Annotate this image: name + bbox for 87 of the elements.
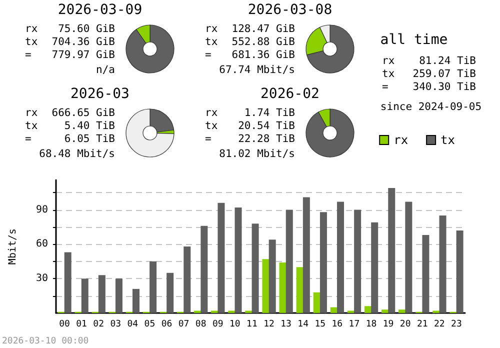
bar bbox=[268, 240, 276, 313]
text: rx 128.47 GiB bbox=[205, 23, 295, 35]
x-tick-label: 06 bbox=[161, 320, 172, 330]
bar bbox=[184, 246, 191, 313]
text: tx 704.36 GiB bbox=[25, 36, 115, 48]
text: 2026-03-10 00:00 bbox=[2, 336, 89, 346]
text: tx 552.88 GiB bbox=[205, 36, 295, 48]
x-tick-label: 02 bbox=[93, 320, 104, 330]
bar bbox=[354, 210, 362, 313]
x-tick-label: 04 bbox=[127, 320, 138, 330]
bar bbox=[337, 202, 344, 313]
bar bbox=[405, 202, 412, 313]
text: all time bbox=[379, 32, 449, 48]
x-tick-label: 15 bbox=[314, 320, 326, 330]
bar bbox=[166, 272, 174, 313]
bar bbox=[388, 188, 396, 313]
x-tick-label: 11 bbox=[246, 320, 258, 330]
bar bbox=[313, 292, 320, 313]
bar bbox=[398, 310, 406, 313]
bar bbox=[218, 202, 225, 313]
bar bbox=[115, 278, 122, 313]
bar bbox=[132, 288, 140, 313]
x-tick-label: 09 bbox=[212, 320, 224, 330]
x-tick-label: 00 bbox=[59, 320, 70, 330]
text: tx 259.07 TiB bbox=[382, 68, 476, 80]
bar bbox=[439, 216, 446, 313]
bar bbox=[381, 310, 388, 313]
x-tick-label: 17 bbox=[348, 320, 360, 330]
text: rx 1.74 TiB bbox=[205, 107, 295, 119]
legend-label: rx bbox=[394, 133, 408, 147]
text: rx 81.24 TiB bbox=[382, 55, 476, 67]
x-tick-label: 21 bbox=[416, 320, 428, 330]
chart-title: 2026-03-08 bbox=[246, 2, 334, 18]
bar bbox=[422, 235, 430, 313]
x-tick-label: 13 bbox=[280, 320, 292, 330]
text: rx 666.65 GiB bbox=[25, 107, 115, 119]
x-tick-label: 08 bbox=[195, 320, 206, 330]
text: rx 75.60 GiB bbox=[25, 23, 115, 35]
text: n/a bbox=[96, 64, 115, 77]
bar bbox=[262, 259, 270, 313]
chart-title: 2026-02 bbox=[259, 86, 320, 102]
x-tick-label: 12 bbox=[264, 320, 274, 330]
chart-title: 2026-03 bbox=[69, 86, 130, 102]
bar bbox=[296, 267, 304, 313]
text: = 22.28 TiB bbox=[205, 133, 295, 145]
x-tick-label: 18 bbox=[366, 320, 377, 330]
bar bbox=[98, 275, 106, 313]
x-tick-label: 05 bbox=[144, 320, 156, 330]
bar bbox=[320, 212, 327, 313]
text: = 681.36 GiB bbox=[205, 49, 295, 61]
y-tick-label: 60 bbox=[36, 238, 48, 250]
x-tick-label: 19 bbox=[382, 320, 394, 330]
bar bbox=[371, 222, 378, 313]
bar bbox=[64, 252, 72, 313]
x-tick-label: 20 bbox=[400, 320, 411, 330]
x-tick-label: 23 bbox=[451, 320, 462, 330]
bar bbox=[279, 262, 286, 313]
text: = 6.05 TiB bbox=[25, 133, 115, 145]
text: 81.02 Mbit/s bbox=[219, 148, 295, 161]
x-tick-label: 14 bbox=[298, 320, 309, 330]
chart-title: 2026-03-09 bbox=[56, 2, 144, 18]
text: 68.48 Mbit/s bbox=[39, 148, 115, 161]
x-tick-label: 01 bbox=[76, 320, 87, 330]
bar bbox=[150, 261, 157, 313]
text: = 779.97 GiB bbox=[25, 49, 115, 61]
text: since 2024-09-05 bbox=[380, 101, 482, 114]
x-tick-label: 07 bbox=[178, 320, 190, 330]
x-tick-label: 16 bbox=[332, 320, 343, 330]
bar bbox=[364, 306, 372, 313]
bar bbox=[81, 278, 88, 313]
text: tx 5.40 TiB bbox=[25, 120, 115, 132]
text: tx 20.54 TiB bbox=[205, 120, 295, 132]
legend-label: tx bbox=[440, 133, 456, 147]
y-axis-title: Mbit/s bbox=[8, 228, 18, 265]
bar bbox=[252, 224, 259, 313]
x-tick-label: 03 bbox=[110, 320, 122, 330]
x-tick-label: 22 bbox=[434, 320, 445, 330]
text: = 340.30 TiB bbox=[382, 81, 476, 93]
bar bbox=[234, 208, 242, 313]
text: 67.74 Mbit/s bbox=[219, 64, 295, 77]
bar bbox=[456, 230, 464, 313]
bar bbox=[200, 226, 208, 313]
x-tick-label: 10 bbox=[230, 320, 240, 330]
bar bbox=[302, 197, 310, 313]
bar bbox=[286, 210, 293, 313]
y-tick-label: 90 bbox=[36, 204, 48, 216]
y-tick-label: 30 bbox=[36, 273, 48, 284]
